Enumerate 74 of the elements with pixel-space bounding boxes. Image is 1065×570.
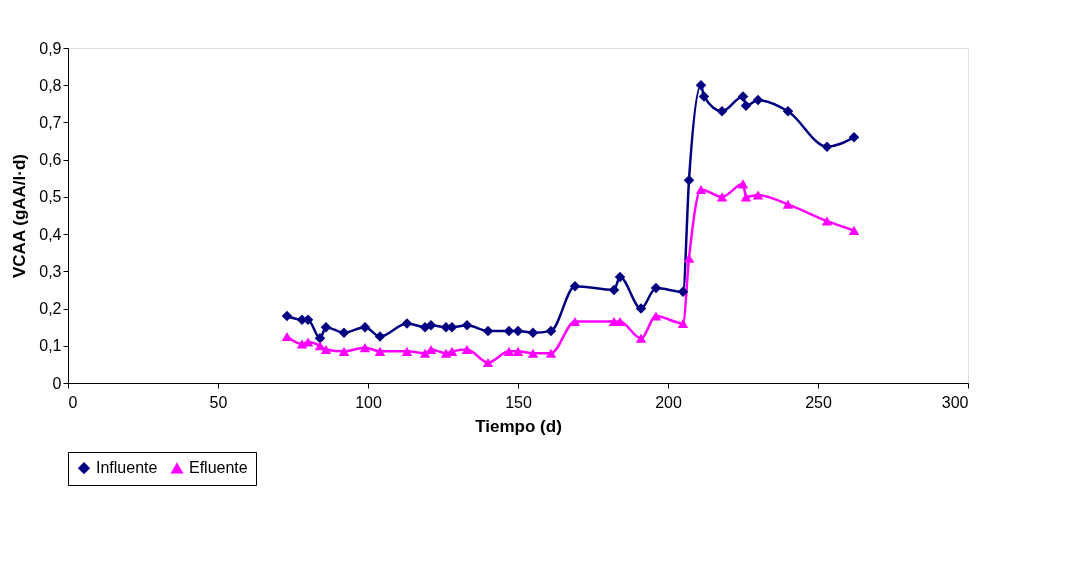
y-tick-label: 0,1 [39, 337, 62, 355]
point [359, 321, 371, 333]
point [527, 348, 539, 358]
point [482, 357, 494, 368]
point [752, 94, 764, 106]
x-tick-label: 250 [805, 393, 832, 411]
point [545, 348, 557, 358]
y-tick-label: 0 [52, 374, 62, 392]
point [320, 321, 332, 333]
point [737, 91, 749, 102]
point [635, 333, 647, 343]
point [821, 216, 833, 226]
point [716, 106, 728, 117]
point [512, 325, 524, 337]
y-tick-label: 0,6 [39, 151, 62, 169]
y-tick-label: 0,5 [39, 188, 62, 206]
point [461, 344, 473, 355]
y-tick-label: 0,8 [39, 76, 62, 94]
point [848, 132, 860, 143]
point [677, 318, 689, 328]
point [683, 174, 695, 186]
point [608, 284, 620, 296]
point [440, 348, 452, 358]
point [695, 184, 707, 194]
point [374, 346, 386, 356]
point [512, 346, 524, 356]
point [503, 346, 515, 356]
y-tick-label: 0,3 [39, 262, 62, 280]
x-tick-label: 300 [941, 393, 969, 411]
point [320, 344, 332, 355]
y-tick-label: 0,2 [39, 300, 62, 318]
point [419, 348, 431, 358]
point [677, 286, 689, 298]
point [461, 320, 473, 331]
point [359, 343, 371, 353]
point [545, 325, 557, 337]
point [281, 310, 293, 322]
point [482, 325, 494, 337]
x-tick-label: 100 [355, 393, 382, 411]
point [338, 346, 350, 356]
legend-label: Efluente [189, 459, 248, 477]
point [614, 271, 626, 283]
point [374, 331, 386, 342]
point [716, 192, 728, 202]
x-tick-label: 50 [209, 393, 228, 411]
point [740, 100, 752, 111]
x-axis-title: Tiempo (d) [475, 416, 562, 436]
point [338, 327, 350, 338]
point [503, 325, 515, 337]
point [650, 311, 662, 321]
point [569, 280, 581, 292]
y-tick-label: 0,7 [39, 113, 62, 131]
x-tick-label: 0 [68, 393, 78, 411]
point [401, 318, 413, 329]
point [737, 179, 749, 189]
point [527, 327, 539, 338]
point [698, 91, 710, 102]
legend-label: Influente [96, 459, 158, 477]
y-tick-label: 0,9 [39, 39, 62, 57]
point [782, 106, 794, 117]
point [635, 303, 647, 314]
x-tick-label: 200 [655, 393, 682, 411]
point [695, 79, 707, 91]
point [752, 190, 764, 200]
x-tick-label: 150 [505, 393, 532, 411]
point [740, 192, 752, 202]
y-axis-title: VCAA (gAA/l·d) [10, 153, 30, 279]
point [401, 346, 413, 356]
point [848, 225, 860, 235]
point [782, 199, 794, 209]
y-tick-label: 0,4 [39, 225, 62, 243]
point [821, 141, 833, 152]
point [650, 282, 662, 294]
point [683, 253, 695, 263]
